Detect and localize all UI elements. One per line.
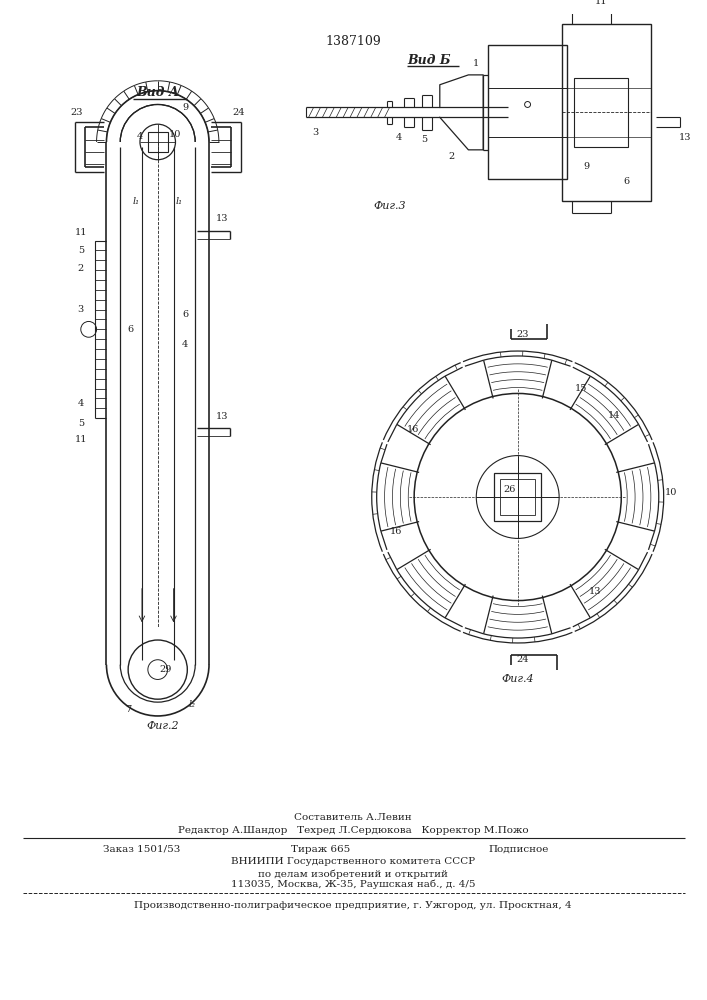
Text: Заказ 1501/53: Заказ 1501/53	[103, 845, 181, 854]
Text: Тираж 665: Тираж 665	[291, 845, 350, 854]
Text: 16: 16	[390, 527, 402, 536]
Text: Производственно-полиграфическое предприятие, г. Ужгород, ул. Просктная, 4: Производственно-полиграфическое предприя…	[134, 901, 572, 910]
Text: 15: 15	[575, 384, 588, 393]
Text: Подписное: Подписное	[488, 845, 549, 854]
Text: 5: 5	[78, 419, 84, 428]
Text: 6: 6	[623, 177, 629, 186]
Text: 3: 3	[312, 128, 319, 137]
Text: 2: 2	[448, 152, 455, 161]
Text: 1: 1	[473, 59, 479, 68]
Text: 4: 4	[182, 340, 189, 349]
Text: 5: 5	[78, 246, 84, 255]
Text: 13: 13	[589, 587, 601, 596]
Bar	[500, 479, 535, 515]
Text: 7: 7	[125, 705, 132, 714]
Text: 16: 16	[407, 425, 419, 434]
Text: 6: 6	[127, 325, 133, 334]
Text: 5: 5	[421, 135, 427, 144]
Text: 4: 4	[396, 133, 402, 142]
Bar	[148, 132, 168, 152]
Text: 6: 6	[182, 310, 188, 319]
Text: 11: 11	[74, 228, 87, 237]
Text: 11: 11	[74, 435, 87, 444]
Text: Редактор А.Шандор   Техред Л.Сердюкова   Корректор М.Пожо: Редактор А.Шандор Техред Л.Сердюкова Кор…	[177, 826, 528, 835]
Text: 24: 24	[233, 108, 245, 117]
Text: по делам изобретений и открытий: по делам изобретений и открытий	[258, 869, 448, 879]
Text: Вид А: Вид А	[136, 86, 180, 99]
Bar	[488, 45, 567, 179]
Text: 4: 4	[137, 132, 143, 141]
Text: 113035, Москва, Ж-35, Раушская наб., д. 4/5: 113035, Москва, Ж-35, Раушская наб., д. …	[230, 880, 475, 889]
Bar	[562, 24, 651, 201]
Text: ВНИИПИ Государственного комитета СССР: ВНИИПИ Государственного комитета СССР	[231, 857, 475, 866]
Text: 9: 9	[584, 162, 590, 171]
Text: 10: 10	[169, 130, 182, 139]
Text: 26: 26	[503, 485, 516, 494]
Text: 9: 9	[182, 103, 188, 112]
Text: 13: 13	[679, 133, 691, 142]
Text: 10: 10	[665, 488, 677, 497]
Text: 3: 3	[78, 305, 84, 314]
Text: l₁: l₁	[132, 197, 139, 206]
Text: 13: 13	[216, 412, 228, 421]
Text: l₂: l₂	[189, 700, 196, 709]
Text: 14: 14	[608, 411, 621, 420]
Text: 29: 29	[160, 665, 172, 674]
Text: Фиг.4: Фиг.4	[501, 674, 534, 684]
Bar	[574, 78, 629, 147]
Text: 13: 13	[216, 214, 228, 223]
Bar	[494, 473, 542, 521]
Text: Фиг.3: Фиг.3	[373, 201, 406, 211]
Text: Фиг.2: Фиг.2	[146, 721, 179, 731]
Text: Составитель А.Левин: Составитель А.Левин	[294, 813, 411, 822]
Text: 11: 11	[595, 0, 608, 6]
Text: 24: 24	[516, 655, 529, 664]
Text: 2: 2	[78, 264, 84, 273]
Text: 4: 4	[78, 399, 84, 408]
Text: Вид Б: Вид Б	[407, 54, 450, 67]
Text: 1387109: 1387109	[325, 35, 381, 48]
Text: l₁: l₁	[176, 197, 183, 206]
Text: 23: 23	[71, 108, 83, 117]
Text: 23: 23	[516, 330, 529, 339]
